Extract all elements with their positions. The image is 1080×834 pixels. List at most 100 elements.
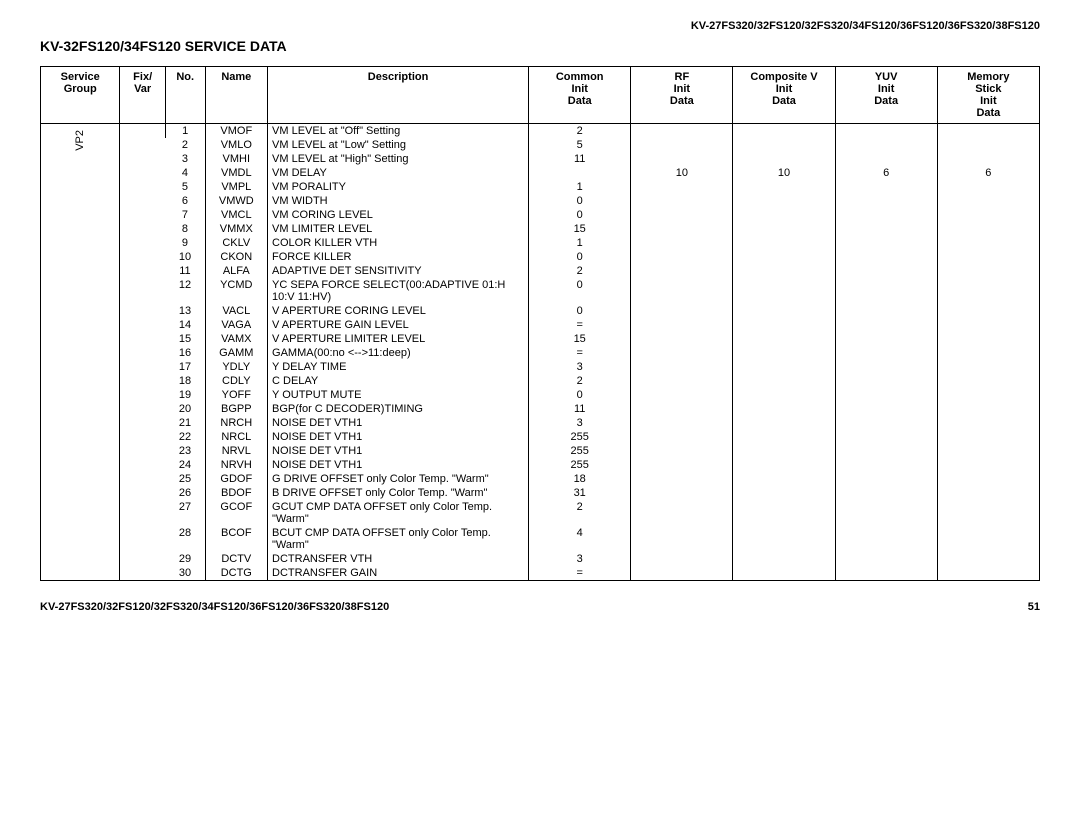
- cell-no: 24: [165, 458, 205, 472]
- cell-description: Y OUTPUT MUTE: [268, 388, 529, 402]
- cell-mem: [937, 346, 1039, 360]
- table-row: 12YCMDYC SEPA FORCE SELECT(00:ADAPTIVE 0…: [41, 278, 1040, 304]
- cell-rf: [631, 458, 733, 472]
- cell-rf: [631, 472, 733, 486]
- cell-rf: [631, 180, 733, 194]
- cell-yuv: [835, 526, 937, 552]
- cell-rf: [631, 278, 733, 304]
- cell-name: BDOF: [205, 486, 267, 500]
- table-row: 27GCOFGCUT CMP DATA OFFSET only Color Te…: [41, 500, 1040, 526]
- cell-comp: [733, 360, 835, 374]
- cell-comp: [733, 444, 835, 458]
- cell-name: CDLY: [205, 374, 267, 388]
- footer-right: 51: [1028, 601, 1040, 613]
- cell-description: ADAPTIVE DET SENSITIVITY: [268, 264, 529, 278]
- cell-comp: [733, 194, 835, 208]
- cell-no: 16: [165, 346, 205, 360]
- cell-yuv: [835, 458, 937, 472]
- cell-common: 3: [529, 552, 631, 566]
- table-row: VP21VMOFVM LEVEL at "Off" Setting2: [41, 124, 1040, 139]
- cell-common: 0: [529, 278, 631, 304]
- footer-left: KV-27FS320/32FS120/32FS320/34FS120/36FS1…: [40, 601, 389, 613]
- table-row: 13VACLV APERTURE CORING LEVEL0: [41, 304, 1040, 318]
- cell-mem: [937, 360, 1039, 374]
- table-row: 26BDOFB DRIVE OFFSET only Color Temp. "W…: [41, 486, 1040, 500]
- cell-name: VMHI: [205, 152, 267, 166]
- fix-var-cell: [120, 124, 165, 581]
- th-composite: Composite VInitData: [733, 67, 835, 124]
- th-no: No.: [165, 67, 205, 124]
- cell-name: DCTG: [205, 566, 267, 581]
- page-title: KV-32FS120/34FS120 SERVICE DATA: [40, 38, 1040, 54]
- cell-name: NRCL: [205, 430, 267, 444]
- table-row: 5VMPLVM PORALITY1: [41, 180, 1040, 194]
- cell-comp: 10: [733, 166, 835, 180]
- cell-comp: [733, 208, 835, 222]
- cell-description: VM LEVEL at "High" Setting: [268, 152, 529, 166]
- cell-no: 5: [165, 180, 205, 194]
- cell-rf: [631, 304, 733, 318]
- th-common: CommonInitData: [529, 67, 631, 124]
- cell-comp: [733, 402, 835, 416]
- cell-common: 0: [529, 250, 631, 264]
- table-row: 30DCTGDCTRANSFER GAIN=: [41, 566, 1040, 581]
- cell-name: NRCH: [205, 416, 267, 430]
- cell-mem: [937, 124, 1039, 139]
- cell-mem: [937, 458, 1039, 472]
- cell-comp: [733, 304, 835, 318]
- cell-rf: [631, 360, 733, 374]
- cell-description: C DELAY: [268, 374, 529, 388]
- cell-no: 21: [165, 416, 205, 430]
- cell-rf: [631, 138, 733, 152]
- cell-common: 2: [529, 374, 631, 388]
- cell-yuv: [835, 388, 937, 402]
- cell-no: 17: [165, 360, 205, 374]
- cell-mem: [937, 180, 1039, 194]
- cell-common: 255: [529, 444, 631, 458]
- cell-rf: [631, 318, 733, 332]
- cell-description: GCUT CMP DATA OFFSET only Color Temp. "W…: [268, 500, 529, 526]
- th-fix-var: Fix/Var: [120, 67, 165, 124]
- cell-mem: [937, 444, 1039, 458]
- cell-comp: [733, 486, 835, 500]
- cell-name: DCTV: [205, 552, 267, 566]
- cell-rf: [631, 486, 733, 500]
- cell-common: 15: [529, 222, 631, 236]
- cell-common: 31: [529, 486, 631, 500]
- cell-rf: 10: [631, 166, 733, 180]
- cell-no: 11: [165, 264, 205, 278]
- table-row: 11ALFAADAPTIVE DET SENSITIVITY2: [41, 264, 1040, 278]
- table-row: 22NRCLNOISE DET VTH1255: [41, 430, 1040, 444]
- cell-rf: [631, 332, 733, 346]
- cell-comp: [733, 472, 835, 486]
- cell-yuv: [835, 236, 937, 250]
- table-row: 16GAMMGAMMA(00:no <-->11:deep)=: [41, 346, 1040, 360]
- cell-common: =: [529, 346, 631, 360]
- cell-name: YOFF: [205, 388, 267, 402]
- cell-common: 0: [529, 388, 631, 402]
- table-row: 7VMCLVM CORING LEVEL0: [41, 208, 1040, 222]
- table-row: 3VMHIVM LEVEL at "High" Setting11: [41, 152, 1040, 166]
- cell-rf: [631, 526, 733, 552]
- cell-description: V APERTURE GAIN LEVEL: [268, 318, 529, 332]
- cell-no: 27: [165, 500, 205, 526]
- cell-common: 11: [529, 402, 631, 416]
- cell-mem: [937, 332, 1039, 346]
- cell-common: 4: [529, 526, 631, 552]
- cell-no: 29: [165, 552, 205, 566]
- cell-comp: [733, 152, 835, 166]
- cell-no: 26: [165, 486, 205, 500]
- cell-common: 2: [529, 124, 631, 139]
- cell-description: YC SEPA FORCE SELECT(00:ADAPTIVE 01:H 10…: [268, 278, 529, 304]
- cell-comp: [733, 346, 835, 360]
- cell-common: 2: [529, 500, 631, 526]
- cell-comp: [733, 430, 835, 444]
- cell-comp: [733, 566, 835, 581]
- cell-name: VAGA: [205, 318, 267, 332]
- cell-comp: [733, 250, 835, 264]
- cell-common: =: [529, 318, 631, 332]
- cell-mem: [937, 552, 1039, 566]
- cell-description: NOISE DET VTH1: [268, 430, 529, 444]
- cell-name: GCOF: [205, 500, 267, 526]
- table-row: 8VMMXVM LIMITER LEVEL15: [41, 222, 1040, 236]
